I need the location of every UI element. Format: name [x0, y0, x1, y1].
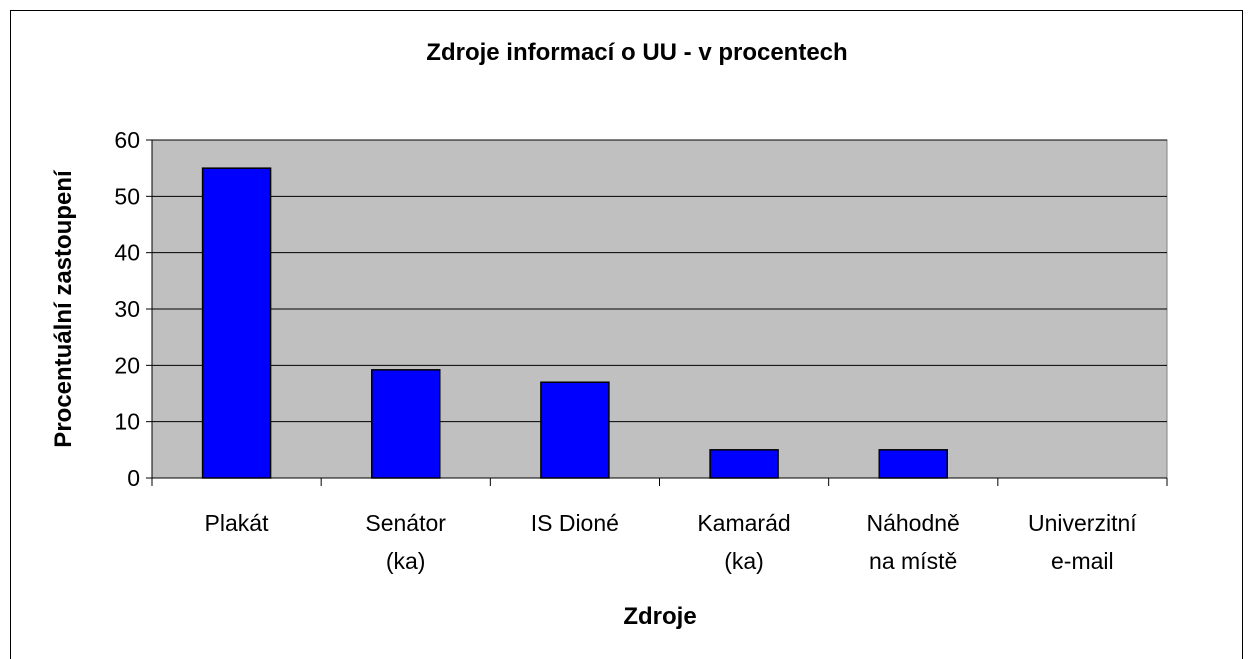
y-tick-label: 10: [114, 409, 140, 435]
bar: [540, 381, 610, 479]
x-tick-label: Plakát: [204, 510, 269, 536]
x-axis-title: Zdroje: [623, 603, 696, 630]
bar: [371, 369, 441, 479]
y-tick-label: 60: [114, 127, 140, 153]
chart-border: [10, 10, 1243, 659]
x-tick-label: Univerzitní e-mail: [1028, 510, 1137, 574]
y-tick-label: 50: [114, 183, 140, 209]
x-tick-label: Senátor (ka): [365, 510, 446, 574]
x-tick-label: IS Dioné: [530, 510, 619, 536]
y-tick-label: 20: [114, 352, 140, 378]
y-tick-label: 0: [127, 465, 140, 491]
bar: [878, 449, 948, 479]
y-axis-title: Procentuální zastoupení: [50, 169, 77, 448]
chart-title: Zdroje informací o UU - v procentech: [426, 39, 847, 66]
bar: [709, 449, 779, 479]
x-tick-label: Náhodně na místě: [866, 510, 960, 574]
x-tick-label: Kamarád (ka): [697, 510, 791, 574]
bar: [201, 167, 272, 479]
y-tick-label: 30: [114, 296, 140, 322]
y-tick-label: 40: [114, 240, 140, 266]
